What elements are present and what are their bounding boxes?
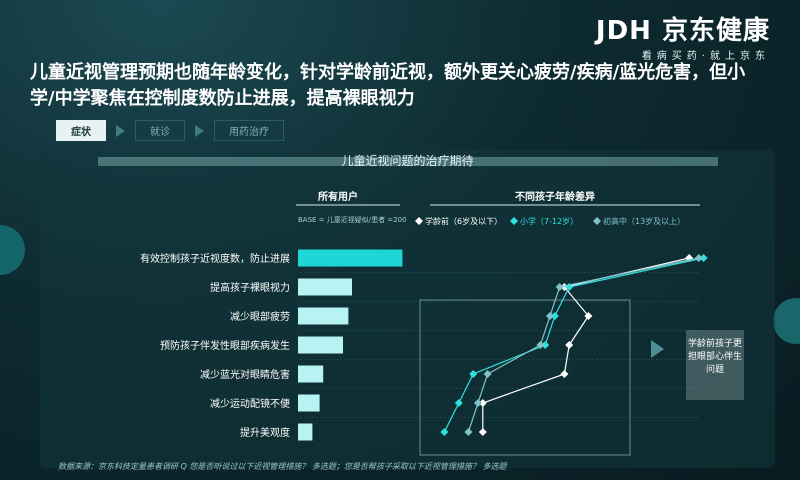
- callout-note: 学龄前孩子更担眼部心伴生问题: [686, 330, 744, 400]
- category-label: 提高孩子裸眼视力: [210, 281, 290, 294]
- legend-diamond-icon: [510, 217, 518, 225]
- source-footnote: 数据来源：京东科技定量患者调研 Q 您是否听说过以下近视管理措施？ 多选题；您是…: [58, 462, 507, 471]
- series-point: [584, 312, 593, 320]
- legend-diamond-icon: [415, 217, 423, 225]
- chart-title: 儿童近视问题的治疗期待: [341, 154, 474, 168]
- right-header: 不同孩子年龄差异: [515, 190, 595, 203]
- legend-diamond-icon: [593, 217, 601, 225]
- bar: [298, 394, 320, 412]
- logo-name: 京东健康: [661, 16, 770, 46]
- series-point: [565, 341, 574, 349]
- series-point: [454, 399, 463, 407]
- bar: [298, 423, 313, 441]
- chart-title-row: 儿童近视问题的治疗期待: [40, 150, 775, 172]
- series-point: [474, 399, 482, 407]
- bar: [298, 307, 349, 325]
- step-arrow-icon: [116, 124, 125, 137]
- series-point: [478, 399, 487, 407]
- callout-arrow-icon: [651, 340, 664, 358]
- series-point: [536, 341, 545, 349]
- series-point: [699, 254, 708, 262]
- left-header: 所有用户: [318, 190, 358, 203]
- logo-tagline: 看病买药·就上京东: [641, 51, 770, 62]
- step-nav: 症状 就诊 用药治疗: [56, 120, 284, 141]
- bar: [298, 336, 343, 354]
- brand-logo: JDH 京东健康 看病买药·就上京东: [596, 10, 770, 62]
- page-title: 儿童近视管理预期也随年龄变化，针对学龄前近视，额外更关心疲劳/疾病/蓝光危害，但…: [30, 62, 746, 109]
- chart-panel: 儿童近视问题的治疗期待: [40, 150, 775, 468]
- series-point: [555, 283, 564, 291]
- chart-title-band: [98, 157, 718, 166]
- series-point: [560, 370, 569, 378]
- bar: [298, 365, 324, 383]
- series-point: [541, 341, 550, 349]
- series-point: [550, 312, 559, 320]
- legend-label: 小学（7-12岁）: [520, 216, 578, 226]
- series-point: [464, 428, 473, 436]
- series-point: [440, 428, 449, 436]
- base-note: BASE = 儿童近视疑似/患者 =200: [298, 215, 407, 224]
- category-label: 提升美观度: [240, 426, 290, 439]
- category-label: 有效控制孩子近视度数，防止进展: [140, 252, 290, 265]
- step-arrow-icon: [195, 124, 204, 137]
- legend-label: 初高中（13岁及以上）: [603, 216, 685, 226]
- series-point: [483, 370, 492, 378]
- step-treatment[interactable]: 用药治疗: [214, 120, 284, 141]
- series-point: [546, 312, 554, 320]
- logo-mark: JDH 京东健康: [596, 10, 770, 47]
- legend-label: 学龄前（6岁及以下）: [425, 216, 502, 226]
- step-symptom[interactable]: 症状: [56, 120, 106, 141]
- bar: [298, 278, 352, 296]
- bar: [298, 249, 403, 267]
- category-label: 减少蓝光对眼睛危害: [200, 368, 290, 381]
- series-point: [694, 254, 703, 262]
- highlight-box: [419, 299, 631, 456]
- category-label: 减少眼部疲劳: [230, 310, 290, 323]
- step-visit[interactable]: 就诊: [135, 120, 185, 141]
- series-point: [478, 428, 487, 436]
- series-point: [469, 370, 478, 378]
- category-label: 减少运动配镜不便: [210, 397, 290, 410]
- logo-brand: JDH: [595, 16, 652, 46]
- category-label: 预防孩子伴发性眼部疾病发生: [160, 339, 290, 352]
